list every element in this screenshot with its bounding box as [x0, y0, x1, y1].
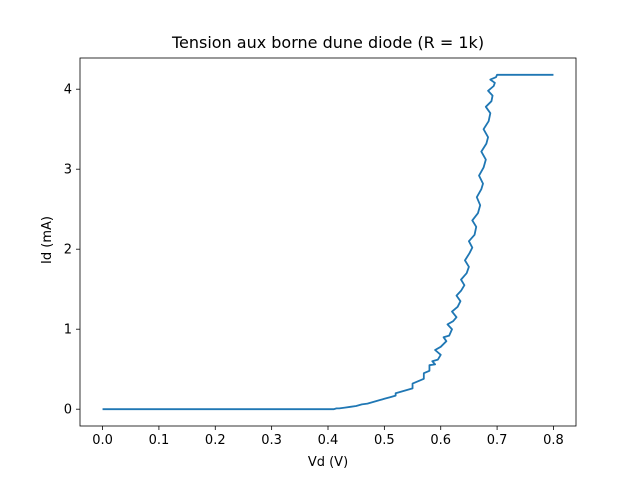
x-tick-label: 0.4	[318, 433, 339, 448]
x-tick-label: 0.3	[261, 433, 282, 448]
x-axis-ticks: 0.0 0.1 0.2 0.3 0.4 0.5 0.6 0.7 0.8	[92, 426, 564, 448]
x-tick-label: 0.2	[205, 433, 226, 448]
y-tick-label: 3	[64, 163, 72, 178]
x-axis-label: Vd (V)	[308, 455, 348, 470]
series-line-0	[102, 73, 554, 411]
x-tick-label: 0.6	[430, 433, 451, 448]
x-tick-label: 0.1	[149, 433, 170, 448]
x-tick-label: 0.0	[92, 433, 113, 448]
y-axis-label: Id (mA)	[40, 216, 55, 264]
x-tick-label: 0.5	[374, 433, 395, 448]
x-tick-label: 0.7	[487, 433, 508, 448]
y-tick-label: 4	[64, 83, 72, 98]
x-tick-label: 0.8	[543, 433, 564, 448]
y-axis-ticks: 0 1 2 3 4	[64, 83, 80, 418]
series-layer	[102, 73, 554, 411]
y-tick-label: 2	[64, 243, 72, 258]
y-tick-label: 0	[64, 403, 72, 418]
chart-title: Tension aux borne dune diode (R = 1k)	[171, 33, 484, 52]
y-tick-label: 1	[64, 323, 72, 338]
